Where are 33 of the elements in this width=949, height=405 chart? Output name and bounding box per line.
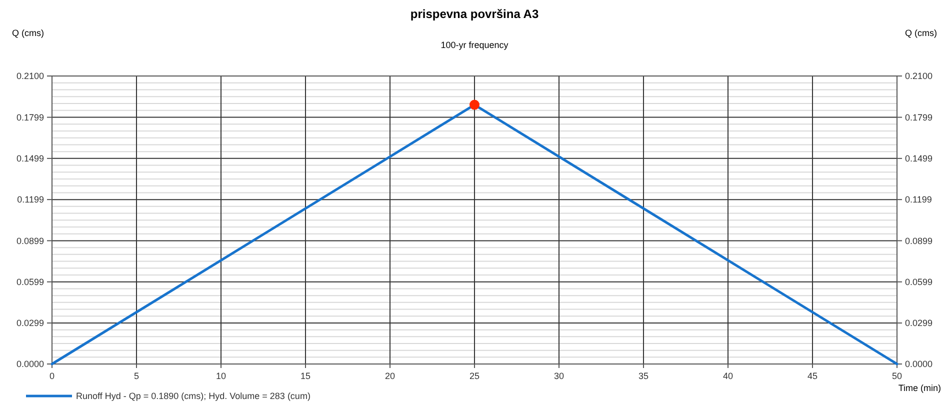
text: Runoff Hyd - Qp = 0.1890 (cms); Hyd. Volume = 283 (cum)	[76, 391, 310, 402]
y2-tick-label: 0.1799	[905, 112, 933, 122]
y-tick-label: 0.2100	[16, 71, 44, 82]
x-tick-label: 40	[722, 371, 734, 381]
y2-tick-label: 0.1499	[905, 154, 933, 164]
y2-tick-label: 0.0299	[905, 318, 933, 328]
x-axis-title: Time (min)	[898, 383, 941, 393]
y2-axis-title: Q (cms)	[905, 28, 937, 38]
x-tick-label: 45	[807, 371, 818, 381]
y-tick-label: 0.0299	[16, 318, 44, 328]
x-tick-label: 30	[554, 371, 564, 381]
x-tick-label: 10	[216, 371, 226, 381]
y2-tick-label: 0.0899	[905, 236, 933, 246]
x-tick-label: 50	[892, 371, 902, 381]
y-axis-title: Q (cms)	[12, 28, 44, 38]
y2-tick-label: 0.0000	[905, 359, 933, 370]
x-tick-label: 15	[300, 371, 311, 381]
chart-subtitle: 100-yr frequency	[440, 40, 509, 50]
x-tick-label: 35	[638, 371, 649, 381]
y-tick-label: 0.1799	[16, 112, 44, 122]
x-tick-label: 5	[134, 371, 140, 381]
y2-tick-label: 0.2100	[905, 71, 933, 82]
y-tick-label: 0.0899	[16, 236, 44, 246]
y-tick-label: 0.0599	[16, 277, 44, 287]
x-tick-label: 20	[384, 371, 396, 381]
y-tick-label: 0.0000	[16, 359, 44, 370]
y-tick-label: 0.1199	[17, 194, 44, 205]
x-tick-label: 0	[49, 371, 55, 381]
y2-tick-label: 0.0599	[905, 277, 933, 287]
y-tick-label: 0.1499	[16, 154, 44, 164]
y2-tick-label: 0.1199	[905, 194, 932, 205]
chart-title: prispevna površina A3	[410, 7, 539, 21]
x-tick-label: 25	[469, 371, 480, 381]
